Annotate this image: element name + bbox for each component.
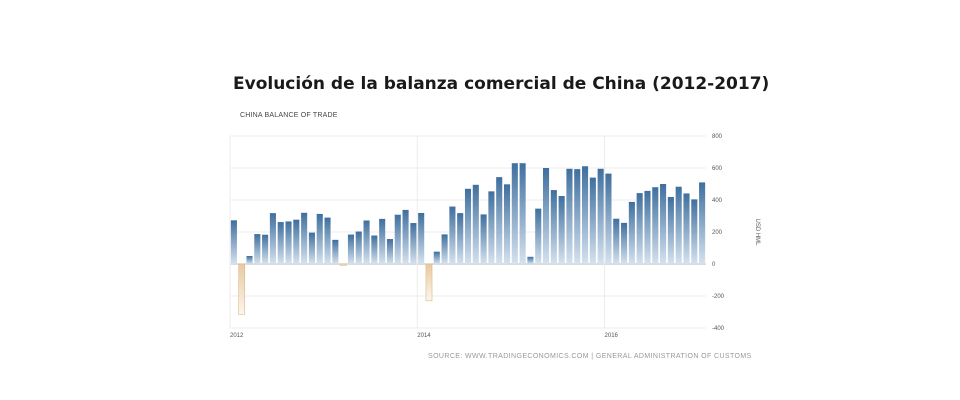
y-tick-label: 800 bbox=[712, 134, 723, 140]
bar bbox=[339, 263, 347, 266]
bar bbox=[574, 169, 581, 264]
bar bbox=[667, 196, 674, 264]
bar bbox=[464, 188, 472, 264]
bar bbox=[558, 196, 565, 264]
bar bbox=[660, 184, 667, 264]
bar bbox=[589, 177, 596, 264]
bar bbox=[379, 218, 386, 264]
bar bbox=[550, 190, 557, 264]
bar bbox=[410, 223, 417, 264]
bar bbox=[269, 213, 276, 264]
bar bbox=[691, 199, 698, 264]
bar bbox=[542, 168, 550, 264]
bar bbox=[605, 173, 612, 264]
bar bbox=[425, 263, 433, 302]
bar bbox=[457, 213, 464, 264]
bar bbox=[363, 220, 370, 264]
chart-bars bbox=[230, 163, 706, 315]
bar bbox=[675, 186, 682, 264]
bar bbox=[371, 235, 378, 264]
bar bbox=[566, 168, 573, 264]
bar bbox=[355, 231, 362, 264]
chart-source: SOURCE: WWW.TRADINGECONOMICS.COM | GENER… bbox=[428, 353, 752, 360]
bar bbox=[394, 214, 401, 264]
bar bbox=[503, 184, 511, 264]
chart-axes: 800 600 400 200 0 -200 -400 2012 2014 2016 USD HML bbox=[230, 134, 760, 339]
y-tick-label: 600 bbox=[712, 166, 723, 172]
bar bbox=[433, 251, 440, 264]
bar bbox=[527, 256, 534, 264]
bar bbox=[699, 182, 706, 264]
y-tick-label: 0 bbox=[712, 262, 716, 268]
page-title: Evolución de la balanza comercial de Chi… bbox=[233, 74, 770, 94]
bar bbox=[402, 209, 409, 264]
bar bbox=[636, 193, 643, 264]
bar bbox=[582, 166, 589, 264]
bar bbox=[511, 163, 518, 264]
y-tick-label: -400 bbox=[712, 326, 725, 332]
bar bbox=[230, 220, 237, 264]
bar bbox=[519, 163, 526, 264]
bar bbox=[441, 234, 448, 264]
y-tick-label: -200 bbox=[712, 294, 725, 300]
bar bbox=[480, 214, 487, 264]
bar bbox=[613, 218, 620, 264]
bar bbox=[449, 206, 456, 264]
bar bbox=[293, 219, 300, 264]
bar bbox=[301, 212, 308, 264]
y-tick-label: 400 bbox=[712, 198, 723, 204]
bar bbox=[386, 239, 394, 264]
bar bbox=[597, 168, 604, 264]
chart-title: CHINA BALANCE OF TRADE bbox=[240, 112, 338, 119]
y-tick-label: 200 bbox=[712, 230, 723, 236]
x-tick-label: 2014 bbox=[417, 333, 431, 339]
x-tick-label: 2016 bbox=[605, 333, 619, 339]
bar bbox=[332, 239, 339, 264]
bar bbox=[644, 190, 651, 264]
bar bbox=[238, 263, 246, 315]
bar bbox=[496, 177, 503, 264]
y-axis-label: USD HML bbox=[754, 218, 760, 246]
bar bbox=[324, 217, 331, 264]
bar bbox=[316, 213, 323, 264]
bar bbox=[418, 212, 425, 264]
bar bbox=[285, 221, 292, 264]
bar bbox=[535, 208, 542, 264]
bar bbox=[683, 193, 690, 264]
bar bbox=[254, 234, 261, 264]
bar bbox=[262, 234, 269, 264]
bar bbox=[472, 184, 479, 264]
bar bbox=[347, 234, 354, 264]
bar bbox=[488, 191, 495, 264]
bar bbox=[308, 232, 315, 264]
bar bbox=[246, 256, 253, 264]
bar bbox=[621, 222, 628, 264]
bar bbox=[277, 222, 284, 264]
bar bbox=[628, 201, 635, 264]
bar bbox=[652, 187, 659, 264]
x-tick-label: 2012 bbox=[230, 333, 244, 339]
